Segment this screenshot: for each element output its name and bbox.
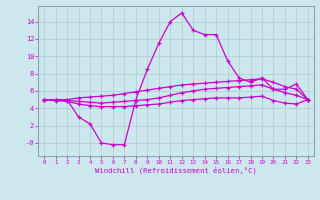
X-axis label: Windchill (Refroidissement éolien,°C): Windchill (Refroidissement éolien,°C)	[95, 167, 257, 174]
